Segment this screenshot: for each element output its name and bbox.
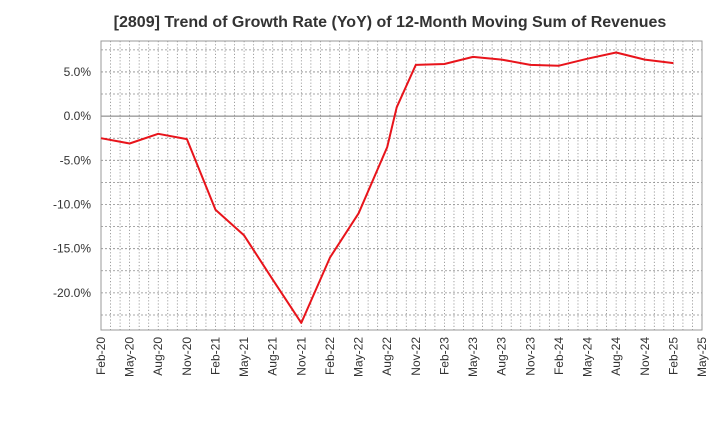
x-tick-label: Aug-20	[151, 337, 165, 376]
x-tick-label: May-20	[123, 337, 137, 377]
grid-lines	[101, 41, 702, 330]
x-tick-label: Feb-24	[552, 337, 566, 375]
y-tick-label: -15.0%	[53, 242, 91, 256]
x-tick-label: Feb-25	[666, 337, 680, 375]
x-tick-label: Nov-20	[180, 337, 194, 376]
x-tick-label: May-21	[237, 337, 251, 377]
y-tick-label: -10.0%	[53, 198, 91, 212]
x-tick-label: Aug-22	[380, 337, 394, 376]
x-tick-label: Feb-23	[437, 337, 451, 375]
series-layer	[100, 51, 674, 324]
x-tick-label: Aug-24	[609, 337, 623, 376]
x-tick-label: Feb-21	[208, 337, 222, 375]
y-tick-label: 5.0%	[64, 65, 92, 79]
x-tick-label: May-25	[695, 337, 709, 377]
x-axis-ticks: Feb-20 May-20 Aug-20 Nov-20 Feb-21 May-21 Aug-…	[94, 337, 709, 377]
chart-title: [2809] Trend of Growth Rate (YoY) of 12-…	[113, 14, 667, 31]
x-tick-label: Aug-21	[266, 337, 280, 376]
x-tick-label: Nov-22	[409, 337, 423, 376]
y-axis-ticks: 5.0% 0.0% -5.0% -10.0% -15.0% -20.0%	[53, 65, 91, 300]
x-tick-label: Nov-23	[523, 337, 537, 376]
x-tick-label: Nov-24	[638, 337, 652, 376]
x-tick-label: Aug-23	[495, 337, 509, 376]
y-tick-label: 0.0%	[64, 109, 92, 123]
x-tick-label: Feb-20	[94, 337, 108, 375]
x-tick-label: Nov-21	[294, 337, 308, 376]
plot-frame	[100, 40, 703, 331]
x-tick-label: May-24	[581, 337, 595, 377]
x-tick-label: May-22	[352, 337, 366, 377]
growth-rate-series-line	[100, 51, 674, 324]
x-tick-label: May-23	[466, 337, 480, 377]
x-tick-label: Feb-22	[323, 337, 337, 375]
y-tick-label: -20.0%	[53, 286, 91, 300]
y-tick-label: -5.0%	[60, 153, 92, 167]
